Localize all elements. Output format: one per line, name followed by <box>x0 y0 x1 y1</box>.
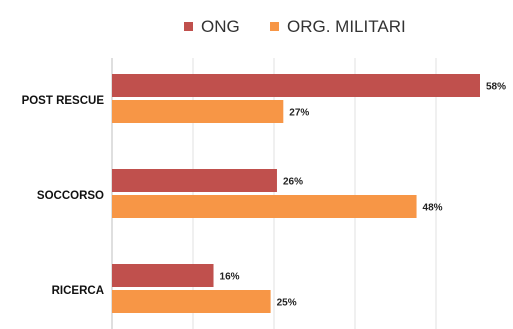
category-label: POST RESCUE <box>22 95 105 107</box>
bar-ong-soccorso <box>112 169 277 192</box>
bar-org-militari-ricerca <box>112 290 271 313</box>
value-labels: 58% 26% 16% 27% 48% 25% <box>220 82 507 309</box>
bar-ong-ricerca <box>112 264 214 287</box>
bar-org-militari-soccorso <box>112 195 417 218</box>
value-label: 25% <box>277 298 297 309</box>
legend-swatch-org-militari <box>270 22 279 31</box>
gridlines <box>111 58 437 329</box>
bar-ong-post-rescue <box>112 74 480 97</box>
legend-label-ong: ONG <box>201 17 240 36</box>
value-label: 26% <box>283 177 303 188</box>
category-label: SOCCORSO <box>37 190 104 202</box>
category-label: RICERCA <box>52 285 104 297</box>
legend-label-org-militari: ORG. MILITARI <box>287 17 406 36</box>
value-label: 16% <box>220 272 240 283</box>
bar-org-militari-post-rescue <box>112 100 284 123</box>
legend-swatch-ong <box>184 22 193 31</box>
bars <box>112 74 480 313</box>
value-label: 58% <box>486 82 506 93</box>
legend: ONG ORG. MILITARI <box>184 17 406 36</box>
value-label: 27% <box>289 108 309 119</box>
category-labels: POST RESCUE SOCCORSO RICERCA <box>22 95 105 297</box>
value-label: 48% <box>423 203 443 214</box>
